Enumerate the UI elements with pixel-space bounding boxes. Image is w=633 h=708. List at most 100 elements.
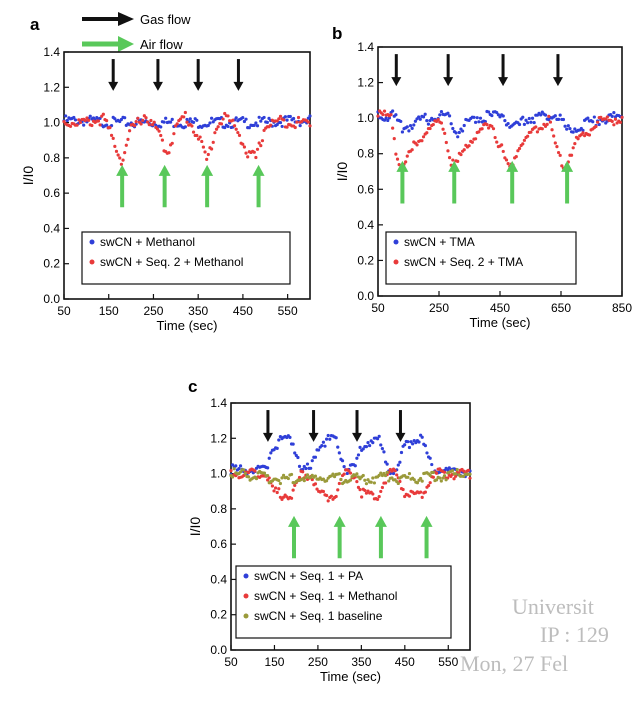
data-point — [517, 122, 522, 127]
data-point — [478, 116, 483, 120]
watermark-line-3: Mon, 27 Fel — [460, 651, 569, 676]
data-point — [364, 445, 369, 449]
data-point — [556, 150, 561, 155]
y-tick-label: 1.0 — [357, 111, 374, 125]
data-point — [293, 451, 297, 455]
data-point — [400, 130, 404, 134]
data-point — [321, 440, 326, 444]
data-point — [392, 137, 396, 141]
data-point — [540, 127, 544, 131]
data-point — [111, 136, 115, 140]
data-point — [418, 117, 422, 121]
data-point — [417, 115, 421, 119]
data-point — [275, 490, 279, 495]
data-point — [267, 476, 271, 480]
gas-flow-arrowhead — [233, 81, 244, 91]
data-point — [293, 483, 297, 488]
data-point — [521, 115, 525, 119]
data-point — [428, 481, 432, 485]
legend-entry: swCN + Methanol — [100, 235, 195, 249]
data-point — [454, 474, 458, 478]
data-point — [386, 118, 390, 123]
y-tick-label: 0.6 — [43, 186, 60, 200]
data-point — [431, 122, 435, 127]
data-point — [230, 475, 235, 479]
data-point — [407, 129, 411, 133]
data-point — [524, 118, 528, 122]
data-point — [188, 117, 192, 121]
data-point — [356, 453, 361, 457]
data-point — [234, 464, 238, 468]
data-point — [288, 114, 292, 119]
data-point — [132, 123, 137, 128]
data-point — [334, 494, 338, 499]
y-tick-label: 1.4 — [357, 40, 374, 54]
air-flow-arrowhead — [116, 164, 129, 176]
data-point — [389, 113, 393, 117]
data-point — [274, 486, 278, 490]
data-point — [277, 487, 281, 491]
data-point — [144, 116, 148, 120]
data-point — [317, 448, 321, 452]
data-point — [612, 111, 616, 115]
data-point — [159, 133, 163, 138]
data-point — [415, 143, 419, 147]
data-point — [369, 480, 373, 484]
data-point — [401, 487, 405, 492]
data-point — [98, 123, 102, 127]
data-point — [255, 124, 260, 128]
flow-legend: Gas flow Air flow — [82, 12, 191, 52]
data-point — [262, 471, 267, 475]
y-tick-label: 0.4 — [43, 221, 60, 235]
data-point — [468, 476, 472, 480]
series-2 — [229, 467, 472, 486]
data-point — [257, 141, 261, 145]
data-point — [247, 126, 251, 130]
data-point — [417, 440, 421, 444]
data-point — [331, 472, 335, 476]
data-point — [82, 123, 86, 127]
y-tick-label: 0.8 — [43, 151, 60, 165]
data-point — [462, 469, 466, 473]
data-point — [72, 115, 76, 120]
data-point — [62, 120, 66, 124]
data-point — [396, 463, 400, 467]
data-point — [447, 156, 452, 160]
data-point — [428, 473, 432, 477]
data-point — [85, 116, 89, 120]
data-point — [243, 471, 247, 476]
data-point — [150, 123, 155, 127]
data-point — [265, 120, 269, 125]
data-point — [442, 470, 447, 474]
data-point — [358, 488, 362, 492]
data-point — [255, 147, 260, 151]
data-point — [291, 442, 295, 446]
data-point — [226, 124, 230, 129]
data-point — [569, 153, 574, 157]
data-point — [391, 471, 396, 476]
data-point — [119, 162, 123, 166]
data-point — [573, 142, 577, 146]
data-point — [425, 119, 429, 123]
data-point — [613, 117, 618, 121]
data-point — [438, 476, 442, 480]
data-point — [423, 490, 427, 494]
data-point — [355, 472, 359, 476]
data-point — [282, 118, 286, 122]
data-point — [530, 116, 535, 120]
data-point — [232, 467, 236, 471]
y-axis-label: I/I0 — [334, 162, 350, 182]
data-point — [477, 120, 481, 124]
x-tick-label: 50 — [57, 304, 71, 318]
data-point — [175, 122, 179, 126]
data-point — [425, 451, 429, 455]
data-point — [556, 117, 561, 121]
data-point — [231, 118, 235, 122]
data-point — [442, 474, 447, 478]
x-tick-label: 150 — [99, 304, 119, 318]
data-point — [532, 120, 536, 125]
data-point — [366, 478, 370, 482]
data-point — [358, 445, 362, 449]
x-tick-label: 450 — [233, 304, 253, 318]
data-point — [278, 114, 283, 118]
